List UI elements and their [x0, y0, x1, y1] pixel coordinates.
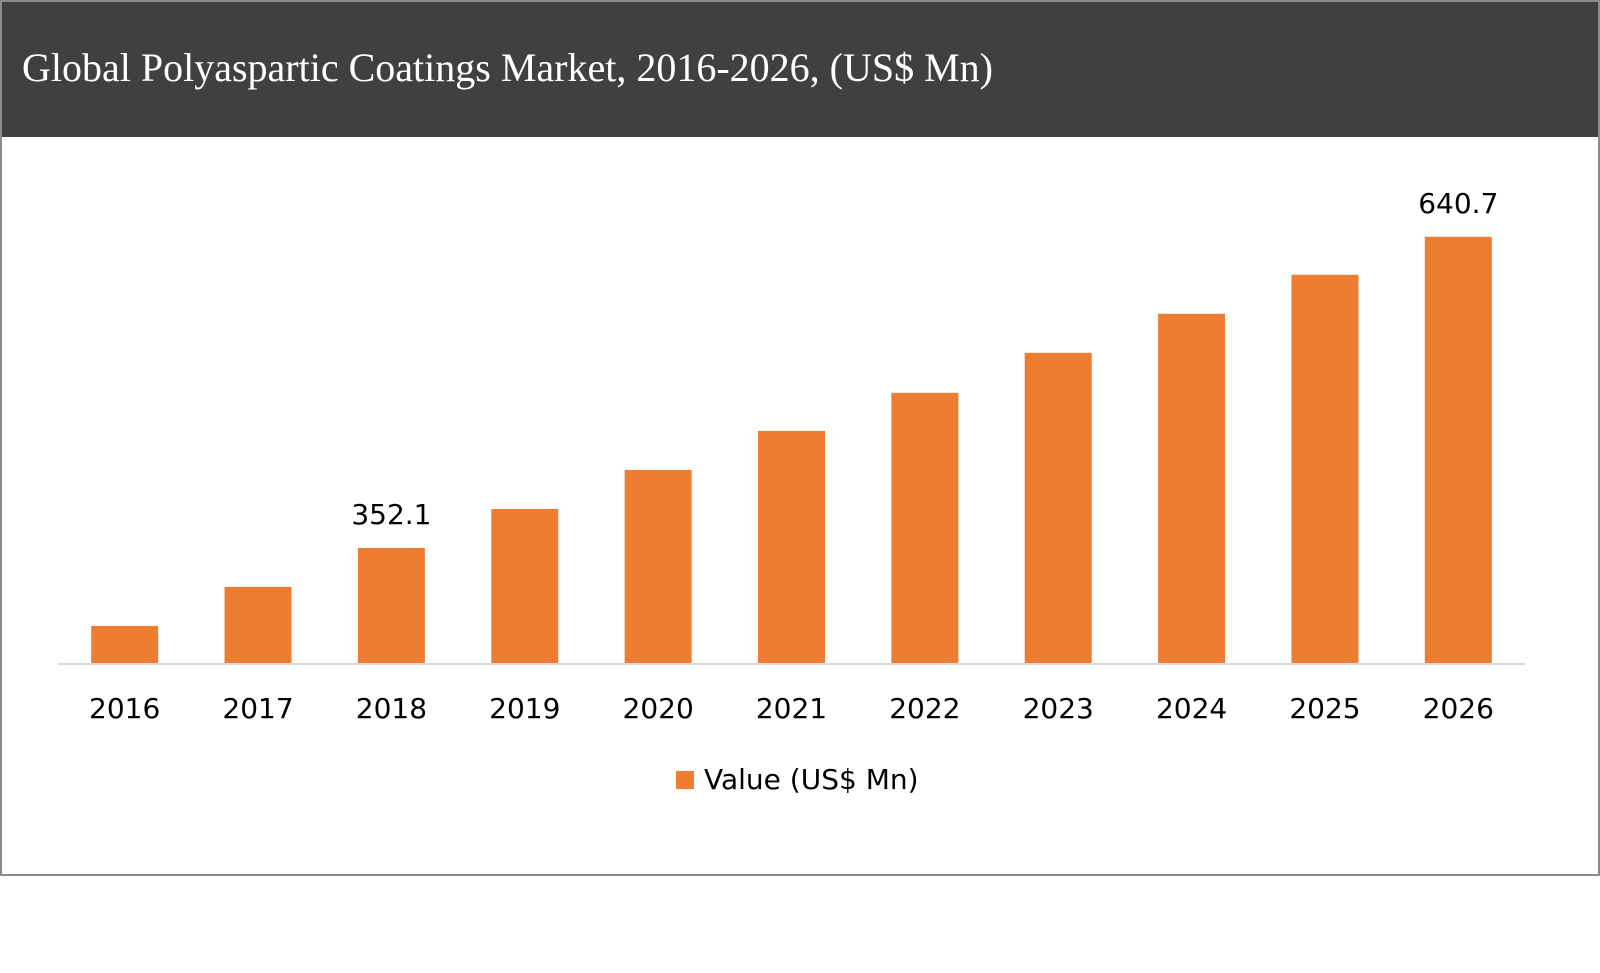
bar	[1024, 352, 1092, 664]
x-tick-label: 2021	[756, 692, 827, 725]
x-tick-label: 2018	[356, 692, 427, 725]
x-tick-label: 2019	[489, 692, 560, 725]
bar	[758, 430, 825, 664]
x-tick-label: 2025	[1289, 692, 1360, 725]
legend-label: Value (US$ Mn)	[704, 763, 919, 796]
bar	[224, 586, 292, 664]
bar	[624, 469, 692, 664]
bar	[357, 547, 425, 664]
bar	[91, 625, 159, 664]
bar	[1424, 236, 1492, 664]
legend-swatch	[676, 771, 694, 789]
bar	[891, 392, 959, 664]
data-label: 352.1	[351, 498, 431, 531]
bar	[491, 508, 559, 664]
chart-title: Global Polyaspartic Coatings Market, 201…	[22, 45, 993, 90]
x-tick-label: 2024	[1156, 692, 1227, 725]
x-tick-label: 2020	[623, 692, 694, 725]
x-tick-label: 2016	[89, 692, 160, 725]
bar	[1291, 274, 1359, 664]
x-tick-label: 2022	[889, 692, 960, 725]
bar	[1158, 313, 1226, 664]
x-tick-label: 2023	[1023, 692, 1094, 725]
x-tick-label: 2026	[1423, 692, 1494, 725]
x-tick-label: 2017	[222, 692, 293, 725]
data-label: 640.7	[1418, 187, 1498, 220]
header-bar	[2, 2, 1598, 137]
